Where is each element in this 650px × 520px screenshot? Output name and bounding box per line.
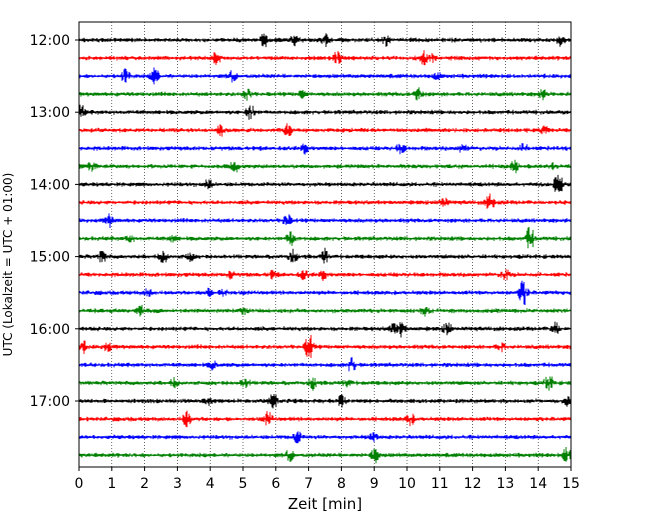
y-axis-label: UTC (Lokalzeit = UTC + 01:00) [1, 173, 15, 357]
trace-1530 [78, 280, 572, 305]
x-tick-label: 9 [370, 476, 379, 492]
trace-1645 [78, 376, 572, 391]
plot-frame [78, 21, 572, 468]
trace-1445 [78, 227, 572, 249]
x-axis-ticks: 0 1 2 3 4 5 6 7 8 9 10 11 12 13 14 15 [75, 467, 580, 492]
x-tick-label: 1 [107, 476, 116, 492]
trace-1630 [78, 357, 572, 372]
x-tick-label: 14 [529, 476, 547, 492]
y-tick-label: 17:00 [30, 394, 70, 410]
x-tick-label: 13 [496, 476, 514, 492]
y-tick-label: 13:00 [30, 105, 70, 121]
y-axis-ticks: 12:00 13:00 14:00 15:00 16:00 17:00 [30, 33, 79, 410]
y-tick-label: 12:00 [30, 33, 70, 49]
x-tick-label: 7 [304, 476, 313, 492]
x-tick-label: 3 [173, 476, 182, 492]
x-tick-label: 12 [464, 476, 482, 492]
trace-1745 [78, 447, 572, 464]
x-tick-label: 11 [431, 476, 449, 492]
trace-1715 [78, 410, 572, 428]
trace-1245 [78, 87, 572, 101]
trace-1700 [78, 394, 572, 409]
x-tick-label: 4 [206, 476, 215, 492]
trace-1600 [78, 321, 572, 338]
seismic-traces [78, 33, 572, 464]
x-tick-label: 6 [271, 476, 280, 492]
trace-1515 [78, 269, 572, 281]
trace-1215 [78, 50, 572, 66]
x-tick-label: 5 [239, 476, 248, 492]
trace-1400 [78, 174, 572, 192]
trace-1200 [78, 33, 572, 48]
trace-1545 [78, 304, 572, 317]
y-tick-label: 14:00 [30, 177, 70, 193]
trace-1430 [78, 213, 572, 228]
trace-1730 [78, 431, 572, 444]
y-tick-label: 16:00 [30, 322, 70, 338]
trace-1230 [78, 67, 572, 85]
x-tick-label: 2 [140, 476, 149, 492]
y-tick-label: 15:00 [30, 250, 70, 266]
trace-1330 [78, 143, 572, 155]
trace-1315 [78, 123, 572, 137]
trace-1415 [78, 193, 572, 209]
trace-1345 [78, 159, 572, 174]
trace-1300 [78, 104, 572, 120]
x-tick-label: 15 [562, 476, 580, 492]
x-tick-label: 10 [398, 476, 416, 492]
trace-1500 [78, 247, 572, 264]
trace-1615 [78, 335, 572, 358]
x-tick-label: 0 [75, 476, 84, 492]
grid-lines [111, 22, 539, 467]
x-tick-label: 8 [337, 476, 346, 492]
x-axis-label: Zeit [min] [288, 495, 362, 513]
